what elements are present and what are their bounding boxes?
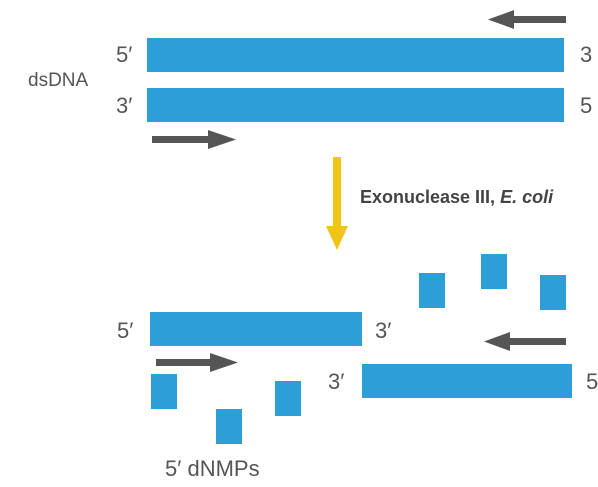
dsdna-bottom-strand [147,88,564,122]
released-nucleotide [275,381,301,416]
right-fragment-5prime-label: 5 [586,369,598,394]
released-nucleotide [540,275,566,310]
released-nucleotide [419,273,445,308]
bottom-strand-3prime-label: 3′ [116,93,132,118]
released-nucleotide [216,409,242,444]
top-strand-3prime-label: 3 [580,42,592,67]
left-fragment-5prime-label: 5′ [117,318,133,343]
enzyme-organism: E. coli [500,187,554,207]
left-fragment-direction-arrow [156,353,238,372]
enzyme-label: Exonuclease III, E. coli [360,187,554,207]
dsdna-label: dsDNA [28,70,89,91]
bottom-strand-5prime-label: 5 [580,93,592,118]
top-strand-direction-arrow [488,10,566,29]
released-nucleotide [481,254,507,289]
enzyme-name: Exonuclease III, [360,187,500,207]
left-fragment-strand [150,312,362,346]
enzyme-step-arrow [326,157,348,250]
top-strand-5prime-label: 5′ [116,42,132,67]
right-fragment-strand [362,364,572,398]
dnmps-label: 5′ dNMPs [165,456,260,481]
right-fragment-3prime-label: 3′ [328,369,344,394]
left-fragment-3prime-label: 3′ [375,318,391,343]
released-nucleotide [151,374,177,409]
bottom-strand-direction-arrow [152,130,236,149]
dsdna-top-strand [147,38,564,72]
right-fragment-direction-arrow [484,332,566,351]
